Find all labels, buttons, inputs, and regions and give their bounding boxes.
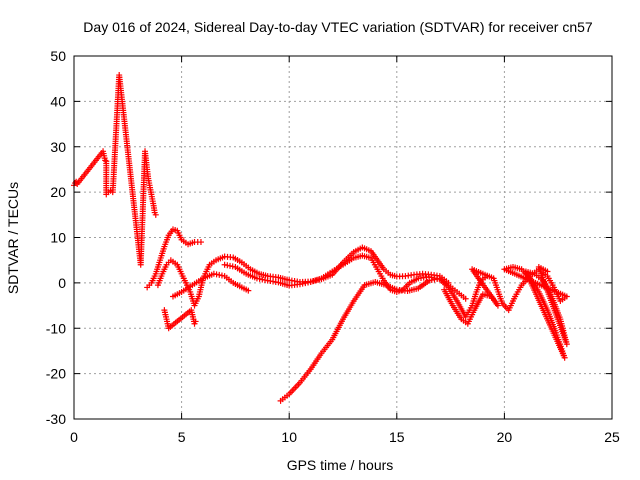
y-axis-label: SDTVAR / TECUs [5,182,21,294]
y-tick-label: 50 [50,48,66,64]
series-arc-c [169,270,252,300]
y-tick-label: 0 [58,275,66,291]
data-point [462,295,469,302]
data-point [102,157,109,164]
y-tick-label: -30 [46,411,66,427]
data-point [245,287,252,294]
series-early-cluster [71,72,159,268]
data-point [544,268,551,275]
data-point [197,239,204,246]
y-tick-label: 20 [50,184,66,200]
y-tick-label: -10 [46,320,66,336]
x-tick-label: 15 [389,429,405,445]
axis-ticks: 0 5 10 15 20 25 -30 -20 -10 0 10 20 30 40 50 [46,48,620,445]
x-tick-label: 0 [70,429,78,445]
y-tick-label: -20 [46,366,66,382]
data-point [192,318,199,325]
series-dip-column [161,307,199,332]
x-axis-label: GPS time / hours [287,457,394,473]
grid-lines [74,56,612,419]
data-points [71,72,570,404]
plot-frame [73,55,613,420]
data-point [152,211,159,218]
series-arc-b [154,244,452,309]
y-tick-label: 30 [50,139,66,155]
x-tick-label: 20 [497,429,513,445]
y-tick-label: 10 [50,230,66,246]
chart-title: Day 016 of 2024, Sidereal Day-to-day VTE… [83,19,593,35]
series-arc-a [144,226,204,291]
x-tick-label: 25 [604,429,620,445]
series-rising-arc [277,275,469,404]
x-tick-label: 10 [281,429,297,445]
x-tick-label: 5 [178,429,186,445]
series-late-cluster [441,263,570,361]
y-tick-label: 40 [50,93,66,109]
